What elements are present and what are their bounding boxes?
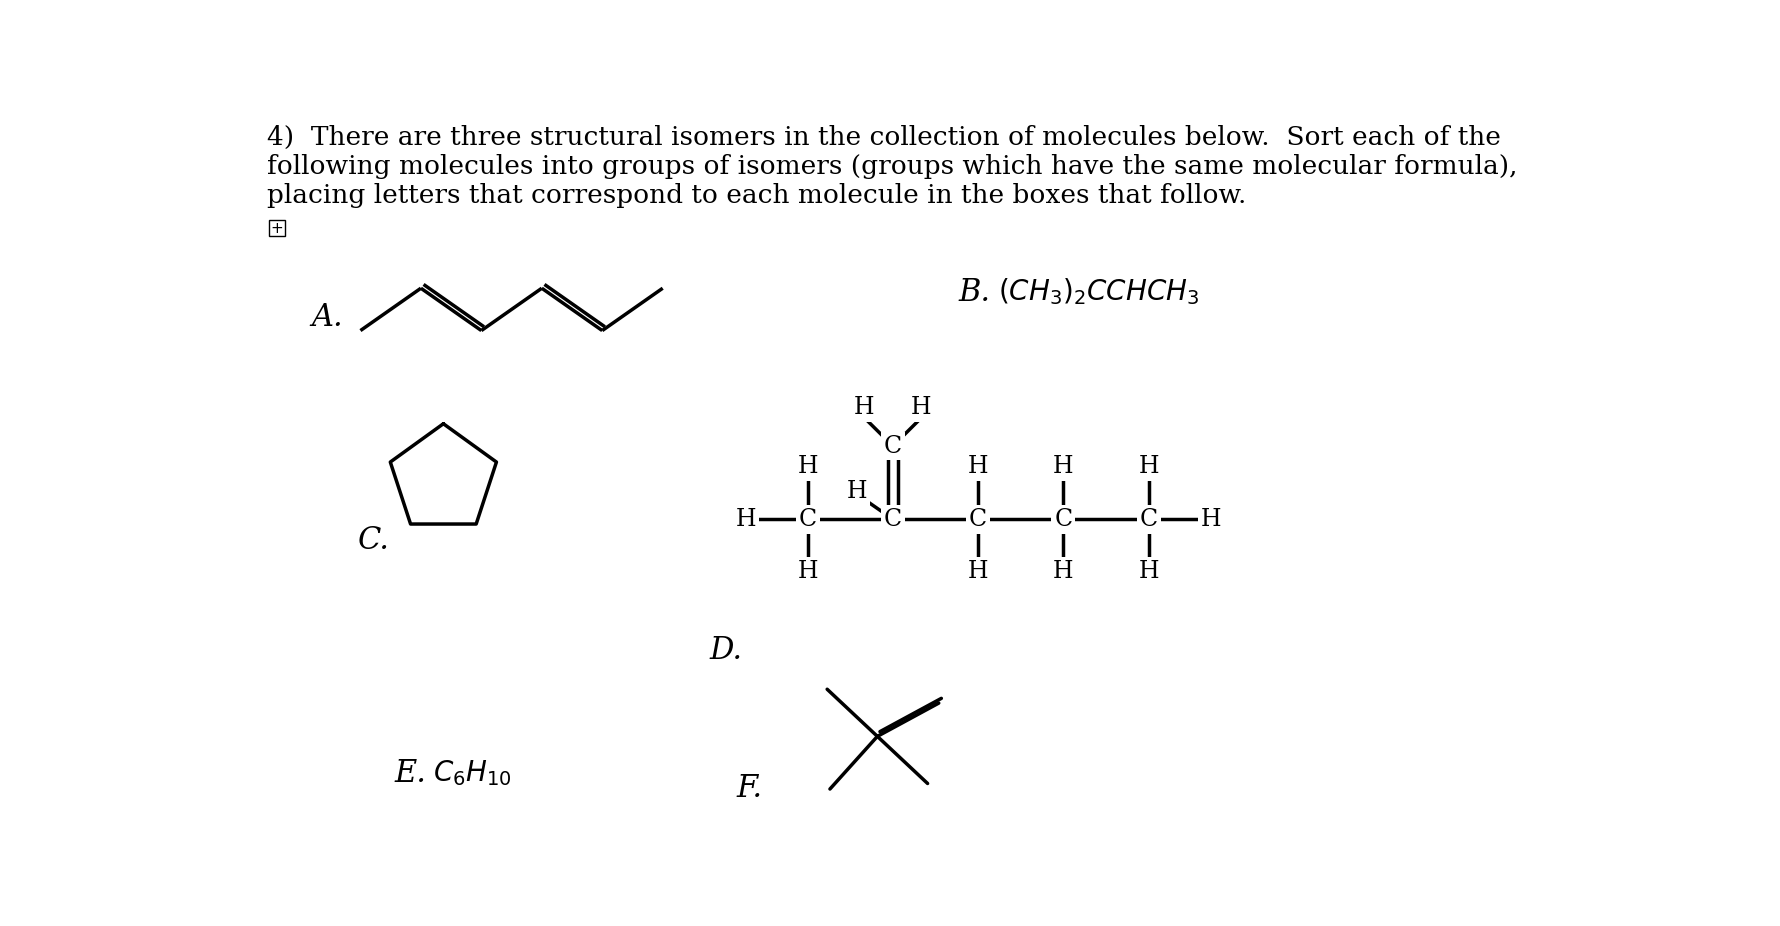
Text: D.: D.: [708, 634, 742, 666]
Text: B.: B.: [959, 277, 991, 307]
Text: A.: A.: [312, 302, 344, 333]
Text: H: H: [797, 560, 817, 583]
Text: C: C: [885, 507, 902, 531]
Text: +: +: [271, 220, 283, 235]
Text: H: H: [846, 481, 867, 503]
Text: H: H: [1139, 560, 1159, 583]
Text: H: H: [797, 456, 817, 479]
Text: C: C: [799, 507, 817, 531]
Text: $(CH_3)_2CCHCH_3$: $(CH_3)_2CCHCH_3$: [997, 277, 1198, 307]
Text: 4)  There are three structural isomers in the collection of molecules below.  So: 4) There are three structural isomers in…: [267, 125, 1501, 150]
Text: $C_6H_{10}$: $C_6H_{10}$: [433, 757, 513, 788]
Text: C: C: [885, 434, 902, 457]
Text: C: C: [968, 507, 988, 531]
Text: H: H: [968, 456, 988, 479]
Text: C.: C.: [358, 525, 390, 557]
Text: H: H: [1139, 456, 1159, 479]
Text: H: H: [1054, 456, 1073, 479]
Text: H: H: [968, 560, 988, 583]
Text: following molecules into groups of isomers (groups which have the same molecular: following molecules into groups of isome…: [267, 155, 1518, 180]
Text: H: H: [1054, 560, 1073, 583]
Text: C: C: [1054, 507, 1072, 531]
Text: F.: F.: [737, 773, 762, 805]
Text: C: C: [1139, 507, 1157, 531]
Bar: [269, 220, 285, 236]
Text: E.: E.: [395, 757, 427, 789]
Text: H: H: [911, 396, 931, 419]
Text: H: H: [854, 396, 874, 419]
Text: H: H: [735, 507, 756, 531]
Text: placing letters that correspond to each molecule in the boxes that follow.: placing letters that correspond to each …: [267, 183, 1246, 208]
Text: H: H: [1200, 507, 1221, 531]
